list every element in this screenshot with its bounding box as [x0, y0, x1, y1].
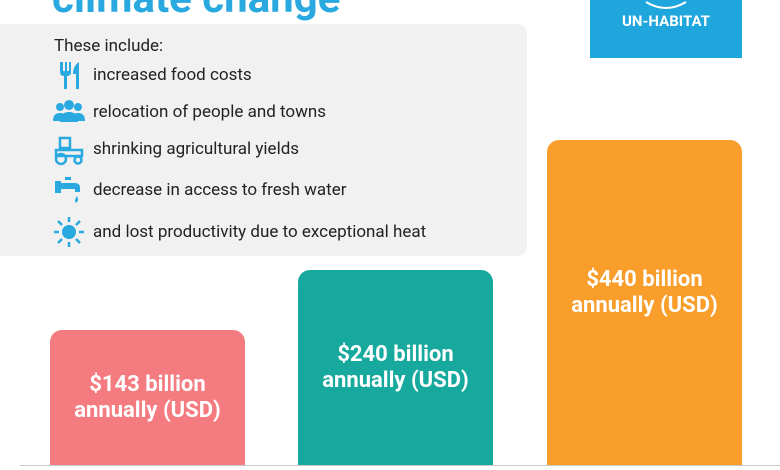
- list-item: relocation of people and towns: [52, 95, 326, 129]
- baseline: [20, 465, 780, 466]
- icon-people: [53, 100, 85, 122]
- bar: $143 billion annually (USD): [50, 330, 245, 465]
- list-text: decrease in access to fresh water: [93, 180, 347, 200]
- icon-sun: [54, 217, 84, 247]
- logo-text: UN-HABITAT: [622, 12, 710, 30]
- icon-tractor: [54, 136, 84, 166]
- list-item: and lost productivity due to exceptional…: [52, 215, 426, 249]
- bar: $440 billion annually (USD): [547, 140, 742, 465]
- list-panel: These include: increased food costs relo…: [0, 24, 527, 256]
- list-text: relocation of people and towns: [93, 102, 327, 122]
- list-text: shrinking agricultural yields: [93, 139, 300, 159]
- bar: $240 billion annually (USD): [298, 270, 493, 465]
- logo-mark: [645, 1, 687, 9]
- bar-label: $440 billion annually (USD): [571, 266, 718, 318]
- list-intro: These include:: [54, 36, 164, 56]
- list-text: increased food costs: [93, 65, 252, 85]
- list-item: decrease in access to fresh water: [52, 173, 346, 207]
- list-item: shrinking agricultural yields: [52, 132, 299, 166]
- bar-label: $143 billion annually (USD): [74, 371, 221, 423]
- list-text: and lost productivity due to exceptional…: [93, 222, 427, 242]
- list-item: increased food costs: [52, 58, 252, 92]
- icon-tap: [55, 177, 80, 203]
- title: climate change: [52, 0, 340, 23]
- bar-label: $240 billion annually (USD): [322, 341, 469, 393]
- logo: UN-HABITAT: [590, 0, 742, 58]
- icon-food: [60, 62, 79, 89]
